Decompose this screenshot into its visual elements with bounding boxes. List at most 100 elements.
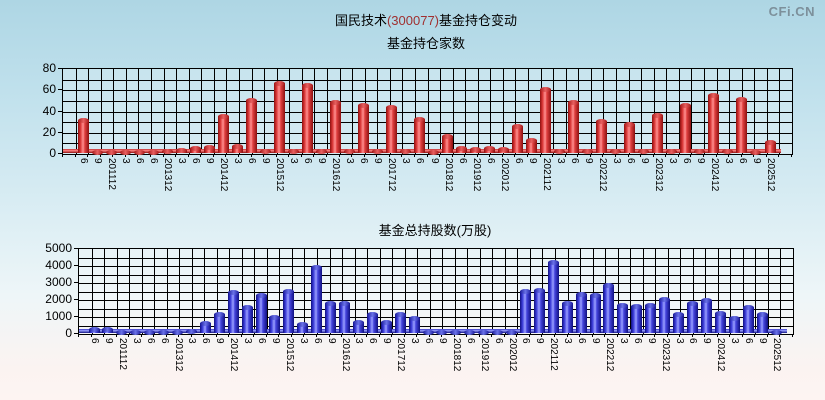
bar-cap <box>116 330 128 335</box>
bar-cap <box>413 117 425 122</box>
bar <box>185 328 197 334</box>
bar-cap <box>357 103 369 109</box>
x-axis-tick <box>175 154 177 157</box>
bar-body <box>366 313 378 333</box>
bar <box>596 119 608 153</box>
x-axis-tick <box>225 154 227 157</box>
x-axis-label: 9 <box>694 158 706 164</box>
x-axis-label: 9 <box>645 338 657 344</box>
x-axis-label: 9 <box>526 158 538 164</box>
x-axis-label: 9 <box>204 158 216 164</box>
bar-cap <box>269 315 281 321</box>
bar <box>343 148 355 154</box>
bar <box>450 329 462 335</box>
bar-cap <box>442 134 454 139</box>
x-axis-label: 6 <box>78 158 89 164</box>
bar-cap <box>680 103 692 109</box>
bar-cap <box>255 292 267 298</box>
y-axis-tick <box>58 153 62 154</box>
x-axis-label: 9 <box>214 338 226 344</box>
bar <box>144 330 156 335</box>
x-axis-label: 6 <box>200 338 212 344</box>
bar-cap <box>484 145 496 151</box>
y-axis-label: 40 <box>42 103 56 118</box>
x-axis-tick <box>288 154 290 157</box>
bar-cap <box>259 148 271 154</box>
x-axis-tick <box>353 334 355 337</box>
bar-body <box>680 105 692 153</box>
bar-cap <box>88 326 100 332</box>
bar-cap <box>119 149 131 155</box>
x-axis-label: 201112 <box>116 338 128 370</box>
bar-body <box>269 317 281 333</box>
bar-cap <box>506 330 518 335</box>
x-axis-tick <box>250 154 252 157</box>
x-axis-tick <box>627 154 629 157</box>
y-axis-label: 60 <box>42 82 56 97</box>
bar <box>464 330 476 335</box>
bar-body <box>301 85 313 153</box>
x-axis-tick <box>679 334 681 337</box>
x-axis-tick <box>376 154 378 157</box>
bar <box>547 260 559 333</box>
bar-cap <box>217 113 229 119</box>
x-axis-tick <box>290 334 292 337</box>
bar <box>526 138 538 153</box>
y-axis-tick <box>74 316 78 317</box>
bar <box>652 112 664 153</box>
x-axis-label: 6 <box>134 158 146 164</box>
x-axis-label: 202212 <box>603 338 615 372</box>
x-axis-tick <box>753 154 755 157</box>
x-axis-label: 9 <box>590 338 602 344</box>
x-axis-tick <box>514 154 516 157</box>
bar <box>273 80 285 153</box>
bar-cap <box>519 288 531 294</box>
bar <box>325 300 337 333</box>
x-axis-tick <box>162 154 164 157</box>
x-axis-tick <box>112 154 114 157</box>
x-axis-label: 6 <box>576 338 588 344</box>
bar-cap <box>203 144 215 150</box>
bar <box>728 316 740 333</box>
x-axis-label: 6 <box>520 338 532 344</box>
y-axis-label: 3000 <box>45 275 72 289</box>
x-axis-tick <box>78 334 79 337</box>
bar-body <box>199 322 211 333</box>
x-axis-label: 3 <box>562 338 574 344</box>
y-axis-label: 2000 <box>45 292 72 306</box>
bar <box>673 311 685 333</box>
x-axis-tick <box>103 334 105 337</box>
x-axis-tick <box>501 154 503 157</box>
bar-cap <box>498 146 510 152</box>
bar-cap <box>213 311 225 317</box>
x-axis-tick <box>203 334 205 337</box>
bar <box>540 87 552 153</box>
bar-cap <box>227 290 239 296</box>
horizontal-gridline <box>79 308 793 310</box>
bar <box>339 300 351 333</box>
bar <box>175 147 187 153</box>
bar-body <box>77 120 89 153</box>
plot-area <box>62 68 793 155</box>
bar-cap <box>561 301 573 307</box>
bar <box>91 149 103 155</box>
bar-cap <box>297 321 309 327</box>
y-axis-tick <box>74 299 78 300</box>
bar <box>119 149 131 155</box>
bar-body <box>756 313 768 333</box>
bar-body <box>631 305 643 333</box>
x-axis-label: 201712 <box>395 338 407 372</box>
x-axis-label: 6 <box>492 338 504 344</box>
x-axis-label: 201512 <box>283 338 295 372</box>
x-axis-tick <box>690 154 692 157</box>
bar-cap <box>366 311 378 317</box>
bar <box>269 315 281 333</box>
bar-body <box>617 304 629 333</box>
x-axis-tick <box>341 334 343 337</box>
bar <box>227 290 239 333</box>
x-axis-tick <box>124 154 126 157</box>
x-axis-tick <box>629 334 631 337</box>
bar <box>659 297 671 333</box>
top-chart-title: 基金持仓家数 <box>386 36 466 51</box>
x-axis-label: 6 <box>190 158 202 164</box>
